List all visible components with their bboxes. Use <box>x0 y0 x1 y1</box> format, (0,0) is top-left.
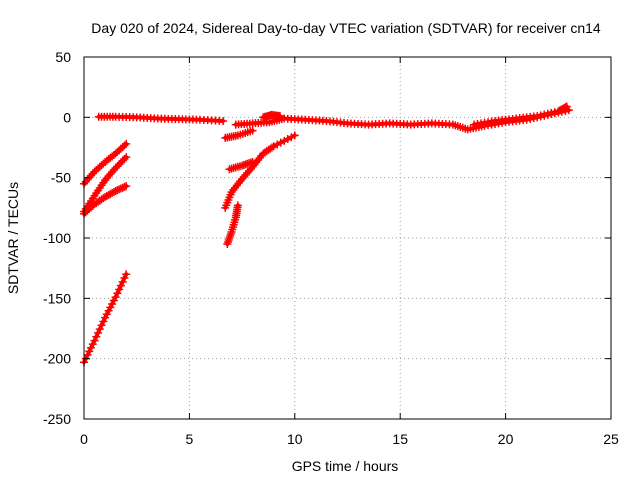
y-tick-label: 50 <box>55 49 71 65</box>
data-point-marker <box>111 164 120 173</box>
data-point-marker <box>267 143 276 152</box>
data-point-marker <box>550 108 559 117</box>
data-series-arc-8 <box>221 126 257 142</box>
x-tick-label: 5 <box>186 431 194 447</box>
data-point-marker <box>87 343 96 352</box>
data-point-marker <box>113 162 122 171</box>
data-point-marker <box>94 328 103 337</box>
data-point-marker <box>118 156 127 165</box>
data-point-marker <box>85 347 94 356</box>
x-tick-label: 10 <box>287 431 303 447</box>
data-point-marker <box>115 185 124 194</box>
data-series-arc-4 <box>80 182 131 218</box>
data-point-marker <box>109 296 118 305</box>
data-point-marker <box>116 158 125 167</box>
data-point-marker <box>536 111 545 120</box>
data-point-marker <box>92 332 101 341</box>
y-axis-label: SDTVAR / TECUs <box>5 182 21 294</box>
data-series-arc-6 <box>223 201 242 249</box>
data-point-marker <box>219 116 228 125</box>
data-point-marker <box>111 186 120 195</box>
data-point-marker <box>273 140 282 149</box>
data-point-marker <box>120 182 129 191</box>
data-point-marker <box>276 112 285 121</box>
x-tick-label: 15 <box>392 431 408 447</box>
grid <box>84 57 611 419</box>
data-point-marker <box>104 306 113 315</box>
data-point-marker <box>83 351 92 360</box>
data-point-marker <box>290 131 299 140</box>
data-point-marker <box>106 303 115 312</box>
data-point-marker <box>116 184 125 193</box>
series-line <box>223 133 297 210</box>
data-point-marker <box>118 277 127 286</box>
x-tick-label: 20 <box>498 431 514 447</box>
x-axis-label: GPS time / hours <box>292 458 399 474</box>
data-point-marker <box>120 274 129 283</box>
chart-title: Day 020 of 2024, Sidereal Day-to-day VTE… <box>91 20 601 36</box>
data-point-marker <box>233 201 242 210</box>
data-point-marker <box>561 103 570 112</box>
data-point-marker <box>543 109 552 118</box>
y-tick-label: -250 <box>43 411 71 427</box>
data-point-marker <box>122 139 131 148</box>
data-point-marker <box>108 299 117 308</box>
plot-frame <box>83 56 612 420</box>
data-series-arc-7 <box>221 131 299 212</box>
data-point-marker <box>95 325 104 334</box>
data-point-marker <box>113 186 122 195</box>
data-point-marker <box>280 136 289 145</box>
data-point-marker <box>122 182 131 191</box>
y-tick-label: 0 <box>63 109 71 125</box>
data-series-arc-3 <box>80 153 131 216</box>
data-point-marker <box>99 317 108 326</box>
data-series-arc-12 <box>469 102 571 129</box>
data-point-marker <box>122 270 131 279</box>
data-series-arc-1 <box>94 112 228 125</box>
data-point-marker <box>102 310 111 319</box>
data-point-marker <box>113 289 122 298</box>
data-point-marker <box>120 141 129 150</box>
data-point-marker <box>533 112 542 121</box>
data-point-marker <box>120 154 129 163</box>
data-point-marker <box>562 102 571 111</box>
data-point-marker <box>115 160 124 169</box>
data-point-marker <box>122 153 131 162</box>
x-tick-label: 25 <box>603 431 619 447</box>
data-point-marker <box>109 187 118 196</box>
data-series-arc-2 <box>80 139 131 188</box>
y-tick-label: -100 <box>43 230 71 246</box>
data-point-marker <box>88 340 97 349</box>
data-point-marker <box>118 183 127 192</box>
data-point-marker <box>97 321 106 330</box>
data-point-marker <box>116 281 125 290</box>
x-tick-label: 0 <box>80 431 88 447</box>
data-series-arc-5 <box>80 270 131 367</box>
data-point-marker <box>90 336 99 345</box>
data-point-marker <box>269 142 278 151</box>
data-point-marker <box>540 110 549 119</box>
data-point-marker <box>111 293 120 302</box>
data-series <box>80 102 573 367</box>
y-tick-label: -150 <box>43 290 71 306</box>
data-point-marker <box>283 135 292 144</box>
axis-ticks: 0 5 10 15 20 25 -250 -200 -150 -100 -50 0 50 <box>43 49 619 447</box>
y-tick-label: -50 <box>51 170 71 186</box>
data-point-marker <box>547 108 556 117</box>
data-point-marker <box>276 138 285 147</box>
data-point-marker <box>248 157 257 166</box>
data-series-arc-9 <box>225 157 257 174</box>
data-point-marker <box>115 285 124 294</box>
data-point-marker <box>248 126 257 135</box>
data-point-marker <box>287 133 296 142</box>
data-point-marker <box>101 313 110 322</box>
y-tick-label: -200 <box>43 351 71 367</box>
data-series-arc-11 <box>259 110 285 122</box>
